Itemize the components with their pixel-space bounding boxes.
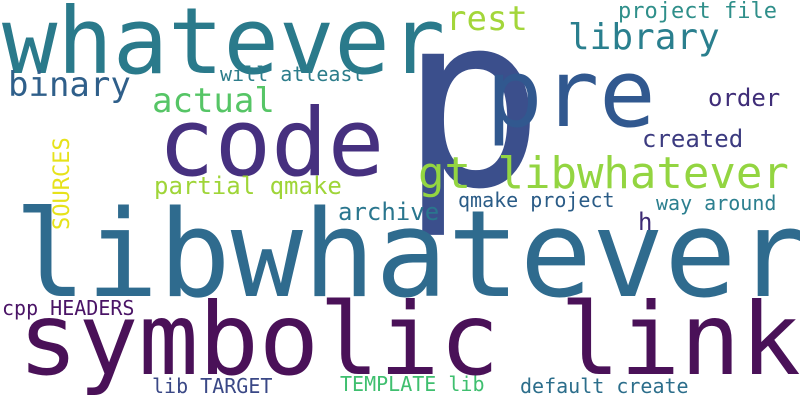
word-library: library xyxy=(568,17,720,58)
word-qmake-project: qmake project xyxy=(458,188,615,212)
word-project-file: project file xyxy=(618,0,777,24)
word-symbolic-links: symbolic links xyxy=(18,281,800,398)
word-p: p xyxy=(400,0,545,242)
word-will-atleast: will atleast xyxy=(220,62,365,86)
word-pre: pre xyxy=(486,40,656,149)
word-template-lib: TEMPLATE lib xyxy=(340,372,485,396)
word-way-around: way around xyxy=(656,191,777,215)
word-binary: binary xyxy=(8,65,131,105)
word-whatever: whatever xyxy=(2,0,446,95)
word-libwhatever: libwhatever xyxy=(14,186,800,325)
word-default-create: default create xyxy=(520,374,689,398)
word-code: code xyxy=(158,89,385,198)
word-cpp-headers: cpp HEADERS xyxy=(2,296,135,320)
word-created: created xyxy=(642,125,744,153)
word-archive: archive xyxy=(338,198,440,226)
word-h: h xyxy=(638,208,653,236)
word-lib-target: lib TARGET xyxy=(152,374,273,398)
word-sources: SOURCES xyxy=(50,137,75,230)
word-rest: rest xyxy=(446,0,528,39)
word-order: order xyxy=(708,84,781,112)
word-gt-libwhatever: gt libwhatever xyxy=(418,148,789,199)
word-actual: actual xyxy=(152,81,275,121)
word-partial-qmake: partial qmake xyxy=(154,172,342,200)
